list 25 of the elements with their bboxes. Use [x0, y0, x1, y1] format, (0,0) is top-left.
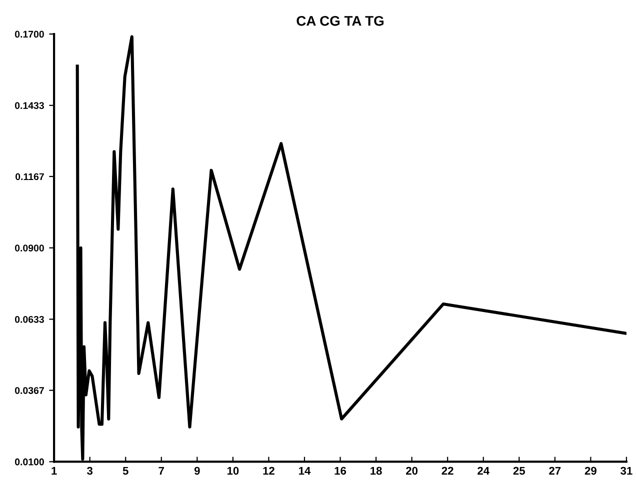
- x-tick-label: 7: [158, 466, 164, 475]
- x-tick-label: 9: [194, 466, 200, 475]
- x-tick-label: 24: [478, 466, 490, 475]
- x-tick-label: 18: [370, 466, 382, 475]
- y-tick-label: 0.1700: [14, 30, 44, 38]
- y-tick-label: 0.0367: [14, 387, 44, 394]
- x-tick-label: 16: [334, 466, 346, 475]
- x-tick-label: 20: [406, 466, 418, 475]
- y-tick-label: 0.0633: [14, 316, 44, 323]
- chart-title: CA CG TA TG: [296, 16, 384, 26]
- x-tick-label: 25: [513, 466, 526, 475]
- y-tick-label: 0.0900: [14, 244, 44, 252]
- x-tick-label: 14: [299, 466, 311, 475]
- x-tick-label: 29: [584, 466, 596, 475]
- y-tick-label: 0.1433: [14, 102, 44, 110]
- x-tick-label: 1: [52, 466, 57, 475]
- x-tick-label: 10: [227, 466, 239, 475]
- x-tick-label: 22: [442, 466, 454, 475]
- x-tick-label: 3: [87, 466, 93, 475]
- y-tick-label: 0.1167: [16, 173, 44, 180]
- x-tick-label: 31: [620, 466, 632, 475]
- x-tick-label: 5: [122, 466, 128, 475]
- x-tick-label: 27: [549, 466, 561, 475]
- y-tick-label: 0.0100: [14, 458, 44, 466]
- x-tick-label: 12: [263, 466, 274, 475]
